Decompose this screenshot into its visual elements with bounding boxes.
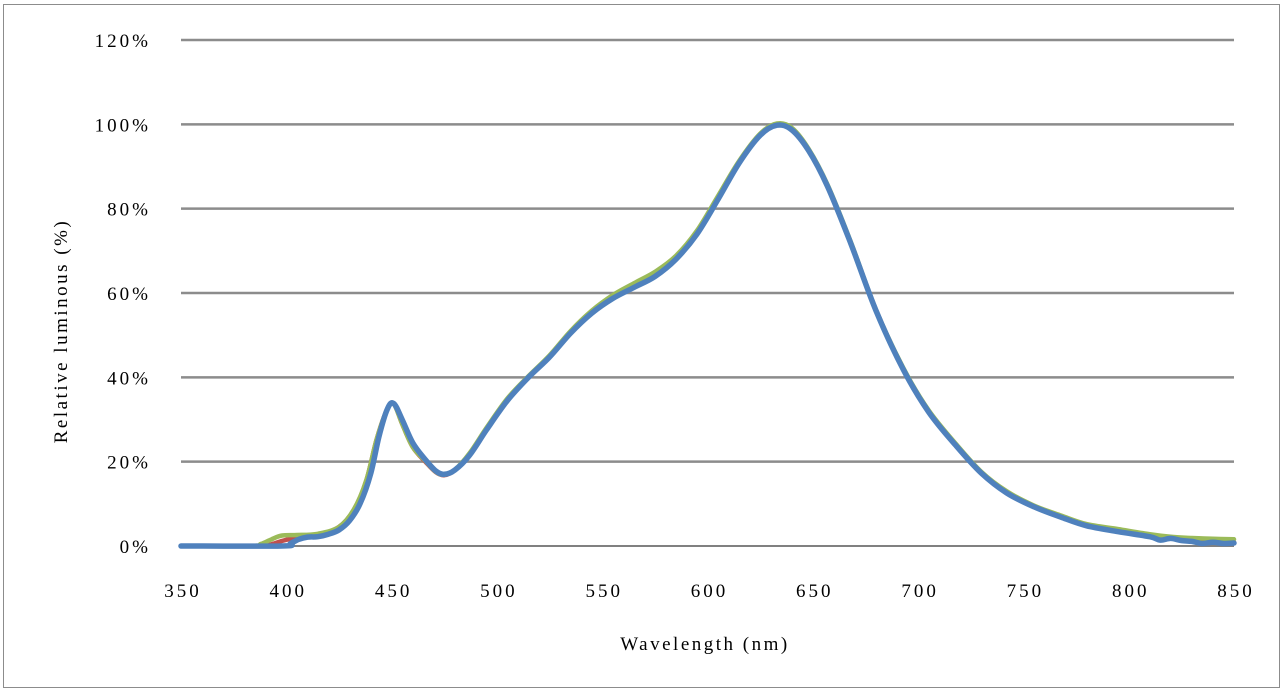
x-tick-label: 800: [1112, 581, 1150, 602]
gridlines: [181, 38, 1234, 547]
x-tick-label: 500: [480, 581, 518, 602]
y-axis-title: Relative luminous (%): [51, 219, 72, 444]
x-tick-label: 550: [585, 581, 623, 602]
y-tick-label: 80%: [107, 200, 151, 221]
x-tick-label: 350: [164, 581, 202, 602]
x-tick-label: 650: [796, 581, 834, 602]
y-tick-label: 120%: [95, 31, 151, 52]
y-tick-label: 100%: [95, 115, 151, 136]
y-tick-label: 60%: [107, 284, 151, 305]
y-tick-label: 40%: [107, 368, 151, 389]
chart-frame: [3, 4, 1280, 688]
x-tick-label: 850: [1217, 581, 1255, 602]
x-tick-label: 600: [691, 581, 729, 602]
series-line-2: [178, 120, 1237, 549]
x-tick-label: 750: [1007, 581, 1045, 602]
series-layer: [178, 120, 1237, 549]
x-axis-ticks: 350 400 450 500 550 600 650 700 750 800 850: [164, 581, 1255, 602]
series-line-3: [178, 122, 1237, 549]
x-tick-label: 400: [270, 581, 308, 602]
y-tick-label: 0%: [120, 537, 151, 558]
series-line-1: [178, 121, 1237, 549]
x-axis-title: Wavelength (nm): [620, 634, 789, 655]
y-axis-ticks: 0% 20% 40% 60% 80% 100% 120%: [95, 31, 151, 558]
y-tick-label: 20%: [107, 453, 151, 474]
x-tick-label: 450: [375, 581, 413, 602]
x-tick-label: 700: [901, 581, 939, 602]
